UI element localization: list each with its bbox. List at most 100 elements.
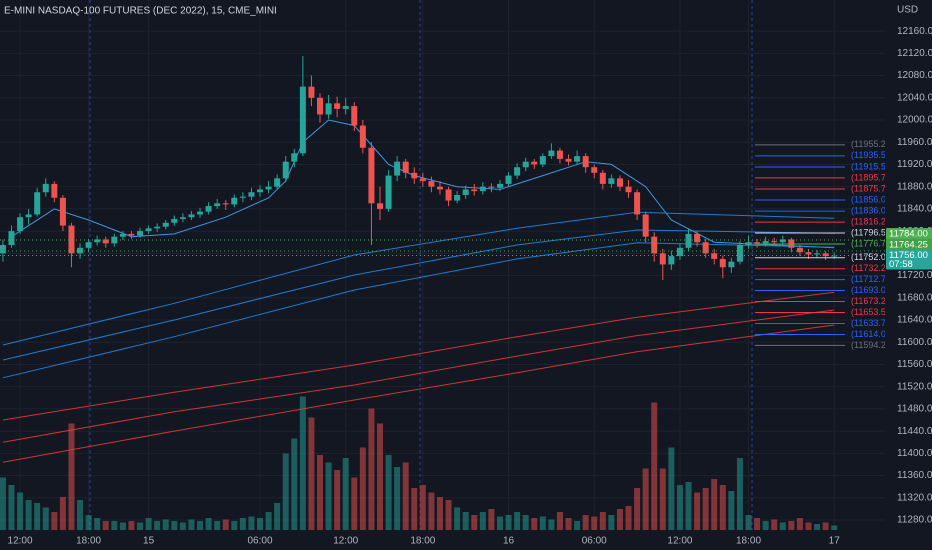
volume-bar	[299, 396, 306, 530]
candle-body	[239, 196, 246, 198]
candle-body	[642, 214, 649, 237]
volume-bar	[359, 447, 366, 530]
candle-body	[522, 161, 529, 168]
candle-body	[736, 245, 743, 262]
candle-body	[762, 241, 769, 244]
level-label: (11796.50)	[851, 227, 894, 237]
candle-body	[197, 211, 204, 215]
candle-body	[659, 253, 666, 265]
candle-body	[796, 247, 803, 253]
y-tick-label: 12040.00	[897, 92, 932, 103]
candle-body	[0, 245, 6, 254]
volume-bar	[119, 522, 126, 530]
y-tick-label: 12080.00	[897, 70, 932, 81]
candle-body	[411, 172, 418, 179]
volume-bar	[582, 515, 589, 530]
candle-body	[317, 97, 324, 115]
candle-body	[8, 231, 15, 245]
y-tick-label: 11280.00	[897, 515, 932, 526]
volume-bar	[248, 516, 255, 530]
candle-body	[479, 186, 486, 192]
candle-body	[531, 161, 538, 165]
candle-body	[565, 158, 572, 162]
volume-bar	[599, 512, 606, 530]
candle-body	[102, 239, 109, 244]
candle-body	[145, 228, 152, 232]
candle-body	[556, 150, 563, 159]
volume-bar	[796, 518, 803, 530]
y-tick-label: 11960.00	[897, 137, 932, 148]
x-tick-label: 12:00	[333, 536, 358, 547]
x-tick-label: 06:00	[247, 536, 272, 547]
volume-bar	[762, 521, 769, 530]
y-tick-label: 12160.00	[897, 26, 932, 37]
volume-bar	[257, 518, 264, 530]
volume-bar	[462, 512, 469, 530]
level-label: (11836.00)	[851, 205, 894, 215]
candle-body	[265, 186, 272, 190]
volume-bar	[676, 485, 683, 530]
volume-bar	[325, 462, 332, 530]
volume-bar	[34, 503, 41, 530]
volume-bar	[548, 519, 555, 530]
x-tick-label: 06:00	[582, 536, 607, 547]
volume-bar	[385, 455, 392, 530]
y-tick-label: 11440.00	[897, 426, 932, 437]
volume-bar	[282, 453, 289, 530]
candle-body	[376, 203, 383, 209]
y-tick-label: 11840.00	[897, 204, 932, 215]
candle-body	[205, 206, 212, 212]
volume-bar	[265, 512, 272, 530]
candle-body	[419, 178, 426, 182]
candle-body	[436, 186, 443, 190]
x-tick-label: 18:00	[410, 536, 435, 547]
volume-bar	[625, 506, 632, 530]
candle-body	[179, 217, 186, 219]
price-badge	[886, 249, 932, 270]
volume-bar	[222, 519, 229, 530]
volume-bar	[745, 515, 752, 530]
volume-bar	[514, 512, 521, 530]
x-tick-label: 16	[503, 536, 515, 547]
candle-body	[831, 255, 838, 257]
time-axis	[0, 531, 885, 550]
volume-bar	[616, 509, 623, 530]
candle-body	[34, 192, 41, 215]
candle-body	[514, 167, 521, 176]
price-badge-label: 11784.00	[889, 229, 928, 240]
candle-body	[599, 172, 606, 184]
volume-bar	[317, 455, 324, 530]
volume-bar	[436, 497, 443, 530]
volume-bar	[137, 522, 144, 530]
candle-body	[257, 189, 264, 193]
candle-body	[805, 252, 812, 255]
volume-bar	[736, 458, 743, 530]
candle-body	[368, 147, 375, 204]
y-tick-label: 11560.00	[897, 359, 932, 370]
y-tick-label: 12000.00	[897, 115, 932, 126]
level-label: (11673.25)	[851, 296, 894, 306]
volume-bar	[814, 524, 821, 530]
y-tick-label: 11640.00	[897, 315, 932, 326]
moving-average	[2, 324, 835, 463]
volume-bar	[394, 467, 401, 530]
candle-body	[676, 247, 683, 257]
candle-body	[454, 195, 461, 201]
volume-bar	[51, 512, 58, 530]
volume-bar	[591, 516, 598, 530]
volume-bar	[728, 491, 735, 530]
currency: USD	[897, 5, 918, 16]
x-tick-label: 18:00	[76, 536, 101, 547]
y-tick-label: 11600.00	[897, 337, 932, 348]
volume-bar	[368, 408, 375, 530]
y-tick-label: 11400.00	[897, 448, 932, 459]
volume-bar	[822, 522, 829, 530]
candle-body	[42, 183, 49, 193]
volume-bar	[496, 516, 503, 530]
volume-bar	[565, 518, 572, 530]
candle-body	[779, 239, 786, 243]
candle-body	[471, 189, 478, 192]
y-tick-label: 11480.00	[897, 404, 932, 415]
x-tick-label: 18:00	[736, 536, 761, 547]
